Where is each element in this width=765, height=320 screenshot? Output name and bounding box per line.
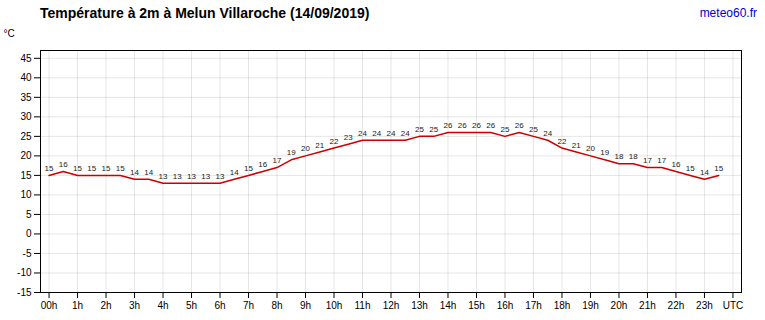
svg-text:15h: 15h bbox=[468, 300, 485, 311]
svg-text:0: 0 bbox=[26, 228, 32, 239]
svg-text:15: 15 bbox=[73, 164, 82, 173]
svg-text:24: 24 bbox=[358, 129, 367, 138]
svg-text:15: 15 bbox=[102, 164, 111, 173]
svg-text:22: 22 bbox=[330, 137, 339, 146]
svg-text:16: 16 bbox=[59, 160, 68, 169]
svg-text:7h: 7h bbox=[243, 300, 254, 311]
svg-text:14h: 14h bbox=[440, 300, 457, 311]
svg-text:3h: 3h bbox=[129, 300, 140, 311]
svg-text:15: 15 bbox=[686, 164, 695, 173]
svg-text:22: 22 bbox=[558, 137, 567, 146]
svg-text:17: 17 bbox=[273, 156, 282, 165]
html-text:meteo60.fr: meteo60.fr bbox=[699, 6, 757, 20]
svg-text:6h: 6h bbox=[214, 300, 225, 311]
svg-text:15: 15 bbox=[87, 164, 96, 173]
svg-text:12h: 12h bbox=[383, 300, 400, 311]
svg-text:35: 35 bbox=[20, 92, 32, 103]
svg-text:5h: 5h bbox=[186, 300, 197, 311]
svg-text:18h: 18h bbox=[554, 300, 571, 311]
svg-text:19: 19 bbox=[600, 148, 609, 157]
svg-text:45: 45 bbox=[20, 53, 32, 64]
svg-text:16: 16 bbox=[672, 160, 681, 169]
svg-text:17: 17 bbox=[643, 156, 652, 165]
svg-text:20: 20 bbox=[301, 144, 310, 153]
svg-text:14: 14 bbox=[144, 168, 153, 177]
svg-text:15: 15 bbox=[714, 164, 723, 173]
svg-text:16: 16 bbox=[258, 160, 267, 169]
svg-text:16h: 16h bbox=[497, 300, 514, 311]
svg-text:1h: 1h bbox=[72, 300, 83, 311]
svg-text:24: 24 bbox=[401, 129, 410, 138]
svg-text:19h: 19h bbox=[582, 300, 599, 311]
svg-text:2h: 2h bbox=[100, 300, 111, 311]
svg-text:24: 24 bbox=[543, 129, 552, 138]
svg-text:13: 13 bbox=[159, 172, 168, 181]
svg-text:13: 13 bbox=[187, 172, 196, 181]
svg-text:26: 26 bbox=[486, 121, 495, 130]
svg-text:24: 24 bbox=[387, 129, 396, 138]
svg-text:20h: 20h bbox=[611, 300, 628, 311]
svg-text:23h: 23h bbox=[696, 300, 713, 311]
svg-text:14: 14 bbox=[700, 168, 709, 177]
svg-text:17h: 17h bbox=[525, 300, 542, 311]
svg-text:-15: -15 bbox=[17, 287, 32, 298]
svg-text:10h: 10h bbox=[326, 300, 343, 311]
svg-text:00h: 00h bbox=[41, 300, 58, 311]
svg-text:13h: 13h bbox=[411, 300, 428, 311]
svg-text:25: 25 bbox=[529, 125, 538, 134]
svg-text:18: 18 bbox=[615, 152, 624, 161]
svg-text:21: 21 bbox=[315, 141, 324, 150]
svg-text:-10: -10 bbox=[17, 267, 32, 278]
svg-text:18: 18 bbox=[629, 152, 638, 161]
svg-text:15: 15 bbox=[244, 164, 253, 173]
svg-text:25: 25 bbox=[429, 125, 438, 134]
svg-text:26: 26 bbox=[458, 121, 467, 130]
svg-text:8h: 8h bbox=[271, 300, 282, 311]
html-text:Température à 2m à Melun Villa: Température à 2m à Melun Villaroche (14/… bbox=[40, 5, 370, 21]
svg-text:21: 21 bbox=[572, 141, 581, 150]
svg-text:9h: 9h bbox=[300, 300, 311, 311]
svg-text:15: 15 bbox=[20, 170, 32, 181]
svg-text:25: 25 bbox=[415, 125, 424, 134]
svg-text:24: 24 bbox=[372, 129, 381, 138]
svg-text:40: 40 bbox=[20, 72, 32, 83]
svg-text:22h: 22h bbox=[668, 300, 685, 311]
svg-text:10: 10 bbox=[20, 189, 32, 200]
svg-text:15: 15 bbox=[45, 164, 54, 173]
svg-text:25: 25 bbox=[501, 125, 510, 134]
svg-text:23: 23 bbox=[344, 133, 353, 142]
svg-text:15: 15 bbox=[116, 164, 125, 173]
svg-text:°C: °C bbox=[4, 28, 15, 39]
svg-text:-5: -5 bbox=[23, 248, 32, 259]
svg-text:19: 19 bbox=[287, 148, 296, 157]
svg-text:20: 20 bbox=[586, 144, 595, 153]
svg-text:5: 5 bbox=[26, 209, 32, 220]
svg-text:26: 26 bbox=[515, 121, 524, 130]
svg-text:14: 14 bbox=[130, 168, 139, 177]
svg-text:14: 14 bbox=[230, 168, 239, 177]
svg-text:25: 25 bbox=[20, 131, 32, 142]
svg-text:17: 17 bbox=[657, 156, 666, 165]
svg-text:4h: 4h bbox=[157, 300, 168, 311]
svg-text:26: 26 bbox=[472, 121, 481, 130]
svg-text:11h: 11h bbox=[355, 300, 371, 311]
svg-text:UTC: UTC bbox=[723, 300, 744, 311]
svg-text:20: 20 bbox=[20, 150, 32, 161]
svg-text:13: 13 bbox=[201, 172, 210, 181]
svg-text:30: 30 bbox=[20, 111, 32, 122]
svg-text:21h: 21h bbox=[639, 300, 656, 311]
svg-text:13: 13 bbox=[216, 172, 225, 181]
svg-text:26: 26 bbox=[444, 121, 453, 130]
svg-text:13: 13 bbox=[173, 172, 182, 181]
